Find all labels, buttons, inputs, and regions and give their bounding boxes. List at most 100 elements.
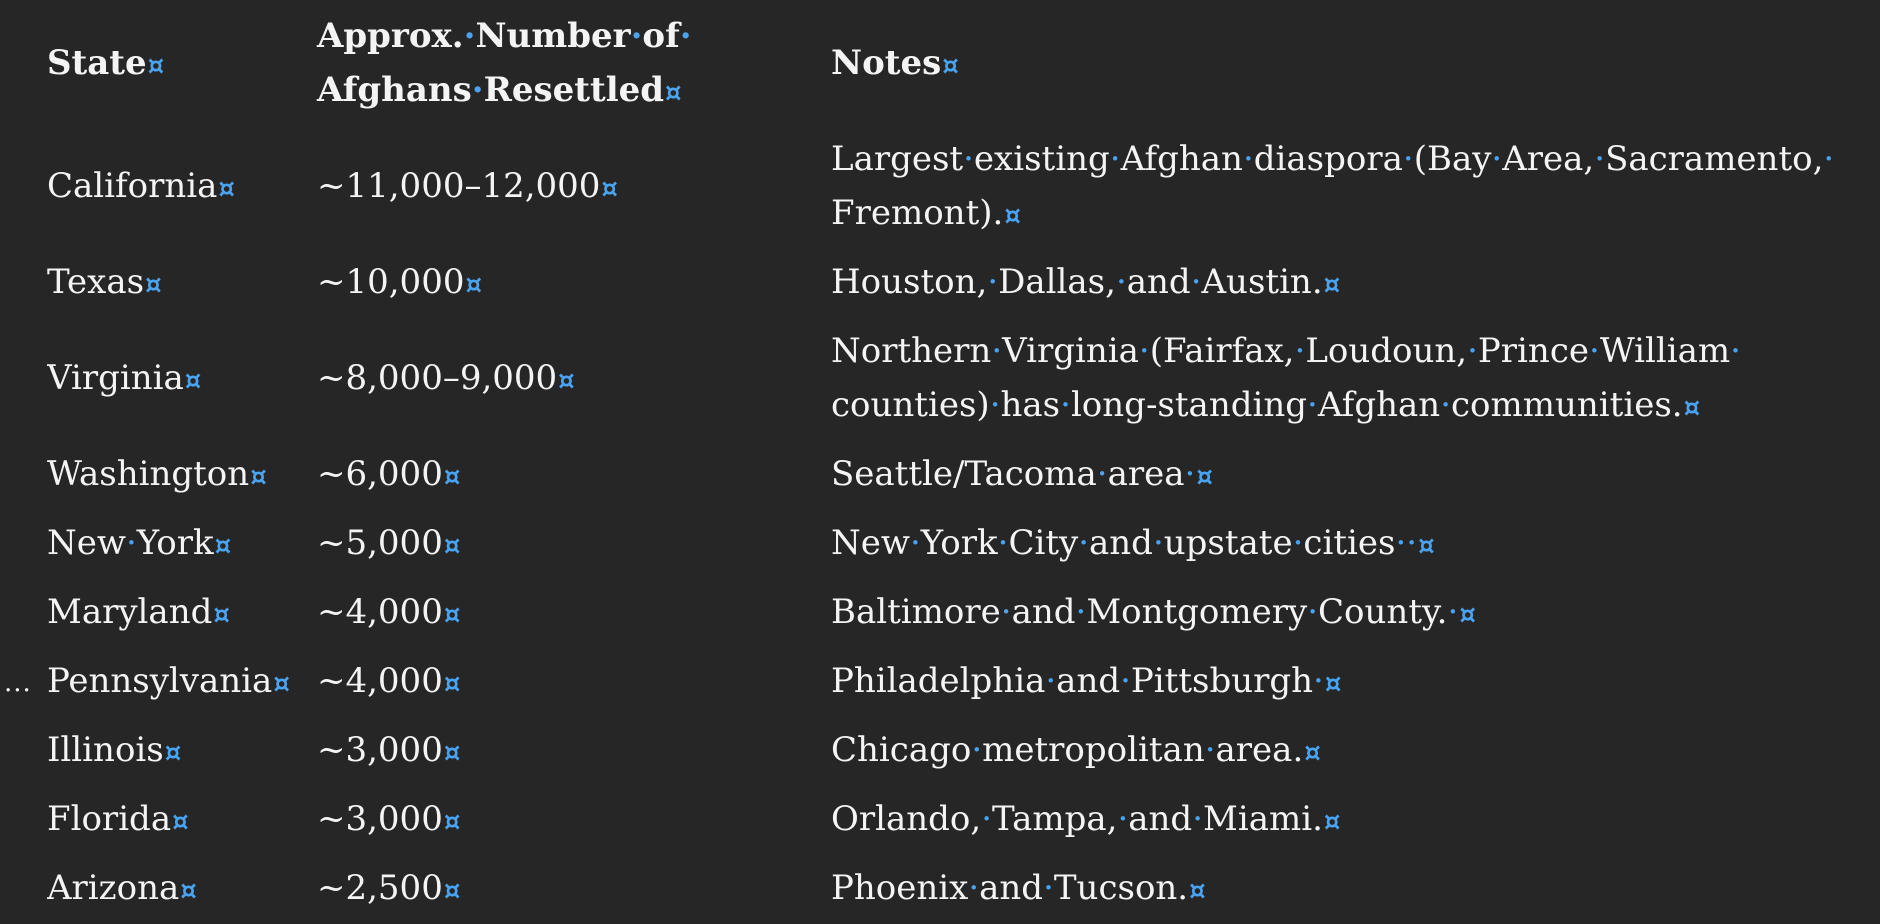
cell-notes[interactable]: Houston,·​Dallas,·​and·​Austin.¤: [831, 249, 1871, 318]
space-mark: ·​: [991, 331, 1003, 371]
table-row: Virginia¤ ~8,000–9,000¤ Northern·​Virginia…: [47, 318, 1871, 441]
space-mark: ·​: [1075, 592, 1087, 632]
cell-text: ~4,000: [317, 592, 443, 632]
end-of-cell-mark: ¤: [601, 174, 618, 204]
cell-notes[interactable]: New·​York·​City·​and·​upstate·​cities·​·…: [831, 510, 1871, 579]
cell-text: ~6,000: [317, 454, 443, 494]
space-mark: ·​: [1313, 661, 1324, 701]
end-of-cell-mark: ¤: [443, 669, 461, 699]
space-mark: ·​: [1184, 454, 1196, 494]
cell-text: Seattle/Tacoma·​area·​: [831, 454, 1196, 494]
cell-number[interactable]: ~4,000¤: [317, 648, 831, 717]
cell-text: Orlando,·​Tampa,·​and·​Miami.: [831, 799, 1323, 839]
end-of-cell-mark: ¤: [942, 51, 959, 81]
cell-text: ~3,000: [317, 799, 443, 839]
cell-number[interactable]: ~3,000¤: [317, 786, 831, 855]
end-of-cell-mark: ¤: [1683, 393, 1701, 423]
table-row: Pennsylvania¤ ~4,000¤ Philadelphia·​and·​P…: [47, 648, 1871, 717]
cell-notes[interactable]: Northern·​Virginia·​(Fairfax,·​Loudoun,·…: [831, 318, 1871, 441]
cell-text: Houston,·​Dallas,·​and·​Austin.: [831, 262, 1323, 302]
cell-notes[interactable]: Largest·​existing·​Afghan·​diaspora·​(Ba…: [831, 126, 1871, 249]
cell-text: New·​York: [47, 523, 214, 563]
space-mark: ·​: [1467, 331, 1478, 371]
cell-state[interactable]: Texas¤: [47, 249, 317, 318]
space-mark: ·​: [1589, 331, 1600, 371]
end-of-cell-mark: ¤: [214, 531, 232, 561]
end-of-cell-mark: ¤: [443, 531, 461, 561]
table-row: New·​York¤ ~5,000¤ New·​York·​City·​and·​u…: [47, 510, 1871, 579]
cell-state[interactable]: California¤: [47, 126, 317, 249]
cell-number[interactable]: ~8,000–9,000¤: [317, 318, 831, 441]
end-of-cell-mark: ¤: [558, 366, 575, 396]
table-row: Washington¤ ~6,000¤ Seattle/Tacoma·​area·​…: [47, 441, 1871, 510]
space-mark: ·​: [971, 730, 983, 770]
cell-text: Northern·​Virginia·​(Fairfax,·​Loudoun,·…: [831, 331, 1741, 425]
cell-notes[interactable]: Seattle/Tacoma·​area·​¤: [831, 441, 1871, 510]
cell-number[interactable]: ~5,000¤: [317, 510, 831, 579]
cell-state[interactable]: Florida¤: [47, 786, 317, 855]
cell-state[interactable]: New·​York¤: [47, 510, 317, 579]
cell-number[interactable]: ~4,000¤: [317, 579, 831, 648]
end-of-cell-mark: ¤: [443, 600, 461, 630]
cell-number[interactable]: ~6,000¤: [317, 441, 831, 510]
cell-notes[interactable]: Chicago·​metropolitan·​area.¤: [831, 717, 1871, 786]
end-of-cell-mark: ¤: [1196, 462, 1213, 492]
cell-state[interactable]: Arizona¤: [47, 855, 317, 924]
cell-state[interactable]: Washington¤: [47, 441, 317, 510]
cell-text: ~8,000–9,000: [317, 358, 558, 398]
end-of-cell-mark: ¤: [1323, 270, 1341, 300]
header-number: Approx.·​Number·​of·​Afghans·​Resettled¤: [317, 3, 831, 126]
cell-text: New·​York·​City·​and·​upstate·​cities·​·…: [831, 523, 1418, 563]
space-mark: ·​: [1491, 139, 1503, 179]
cell-state[interactable]: Illinois¤: [47, 717, 317, 786]
space-mark: ·​: [1447, 592, 1459, 632]
space-mark: ·​: [1594, 139, 1606, 179]
header-text: State: [47, 43, 147, 83]
space-mark: ·​: [1096, 454, 1108, 494]
end-of-cell-mark: ¤: [443, 462, 461, 492]
cell-text: Texas: [47, 262, 145, 302]
cell-notes[interactable]: Philadelphia·​and·​Pittsburgh·​¤: [831, 648, 1871, 717]
space-mark: ·​: [968, 868, 980, 908]
space-mark: ·​: [1292, 523, 1304, 563]
cell-number[interactable]: ~10,000¤: [317, 249, 831, 318]
end-of-cell-mark: ¤: [665, 78, 682, 108]
space-mark: ·​: [1190, 262, 1202, 302]
end-of-cell-mark: ¤: [1418, 531, 1435, 561]
cell-text: Illinois: [47, 730, 164, 770]
resettlement-table: State¤ Approx.·​Number·​of·​Afghans·​Res…: [47, 3, 1871, 924]
space-mark: ·​: [1406, 523, 1418, 563]
space-mark: ·​: [987, 262, 999, 302]
space-mark: ·​: [1192, 799, 1203, 839]
end-of-cell-mark: ¤: [1004, 201, 1021, 231]
end-of-cell-mark: ¤: [213, 600, 230, 630]
end-of-cell-mark: ¤: [180, 876, 197, 906]
cell-notes[interactable]: Baltimore·​and·​Montgomery·​County.·​¤: [831, 579, 1871, 648]
table-row: Arizona¤ ~2,500¤ Phoenix·​and·​Tucson.¤: [47, 855, 1871, 924]
space-mark: ·​: [1120, 661, 1131, 701]
cell-state[interactable]: Virginia¤: [47, 318, 317, 441]
header-state: State¤: [47, 3, 317, 126]
cell-text: Baltimore·​and·​Montgomery·​County.·​: [831, 592, 1459, 632]
cell-number[interactable]: ~2,500¤: [317, 855, 831, 924]
end-of-cell-mark: ¤: [1459, 600, 1476, 630]
cell-state[interactable]: Maryland¤: [47, 579, 317, 648]
cell-notes[interactable]: Phoenix·​and·​Tucson.¤: [831, 855, 1871, 924]
table-row: California¤ ~11,000–12,000¤ Largest·​exist…: [47, 126, 1871, 249]
space-mark: ·​: [1115, 262, 1127, 302]
space-mark: ·​: [630, 16, 643, 56]
cell-notes[interactable]: Orlando,·​Tampa,·​and·​Miami.¤: [831, 786, 1871, 855]
cell-state[interactable]: Pennsylvania¤: [47, 648, 317, 717]
header-notes: Notes¤: [831, 3, 1871, 126]
collapsed-heading-indicator[interactable]: ...: [4, 668, 32, 698]
space-mark: ·​: [463, 16, 476, 56]
cell-number[interactable]: ~11,000–12,000¤: [317, 126, 831, 249]
space-mark: ·​: [909, 523, 921, 563]
end-of-cell-mark: ¤: [184, 366, 202, 396]
end-of-cell-mark: ¤: [1323, 807, 1341, 837]
space-mark: ·​: [1823, 139, 1835, 179]
cell-number[interactable]: ~3,000¤: [317, 717, 831, 786]
space-mark: ·​: [1000, 592, 1012, 632]
space-mark: ·​: [1117, 799, 1129, 839]
space-mark: ·​: [1294, 331, 1306, 371]
